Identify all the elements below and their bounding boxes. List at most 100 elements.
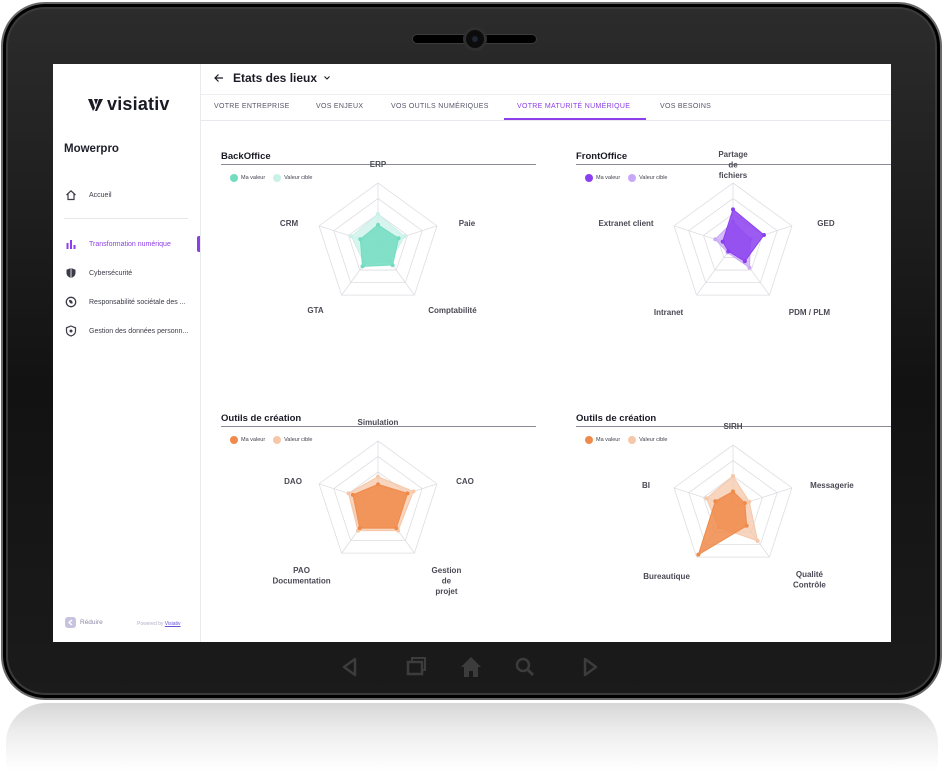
radar-point[interactable] [349, 234, 354, 239]
radar-point[interactable] [744, 523, 749, 528]
radar-point[interactable] [402, 234, 407, 239]
chart-title-rule [576, 426, 891, 427]
radar-point[interactable] [396, 236, 401, 241]
axis-label: Qualité Contrôle [793, 570, 826, 590]
radar-grid-ring [318, 182, 438, 296]
radar-card: Outils de création Ma valeur Valeur cible S… [556, 383, 891, 633]
legend-entry[interactable]: Ma valeur [241, 175, 266, 181]
radar-series-area [722, 208, 765, 262]
chevron-down-icon[interactable] [323, 74, 331, 82]
radar-point[interactable] [726, 249, 731, 254]
sidebar-item-rgpd[interactable]: Gestion des données personn... [53, 320, 200, 342]
tab-vos-outils-numeriques[interactable]: VOS OUTILS NUMÉRIQUES [391, 103, 489, 110]
legend-entry[interactable]: Ma valeur [596, 437, 621, 443]
back-arrow-icon[interactable] [213, 72, 225, 84]
sidebar-item-transformation[interactable]: Transformation numérique [53, 233, 200, 255]
chart-title-rule [221, 426, 536, 427]
tablet-reflection [6, 703, 938, 771]
radar-point[interactable] [390, 263, 395, 268]
sidebar-item-cybersecurite[interactable]: Cybersécurité [53, 262, 200, 284]
radar-point[interactable] [357, 526, 362, 531]
radar-point[interactable] [350, 492, 355, 497]
arrow-left-icon [65, 617, 76, 628]
radar-point[interactable] [411, 489, 416, 494]
legend-entry[interactable]: Valeur cible [639, 175, 668, 181]
radar-point[interactable] [376, 474, 380, 479]
legend-swatch [628, 174, 637, 182]
radar-point[interactable] [405, 491, 410, 496]
legend-swatch [585, 436, 593, 444]
powered-by-link[interactable]: Visiativ [164, 621, 181, 627]
radar-point[interactable] [394, 526, 399, 531]
recent-apps-hardware-icon[interactable] [401, 652, 431, 682]
tab-vos-enjeux[interactable]: VOS ENJEUX [316, 103, 364, 110]
radar-point[interactable] [755, 538, 760, 543]
radar-card: BackOffice Ma valeur Valeur cible ERP Paie Co… [201, 121, 536, 371]
radar-card: FrontOffice Ma valeur Valeur cible Partage d… [556, 121, 891, 371]
radar-chart: Partage de fichiers GED PDM / PLM Intranet Ext… [598, 150, 835, 317]
radar-point[interactable] [742, 501, 747, 506]
axis-label: Comptabilité [428, 306, 477, 315]
bar-chart-icon [65, 238, 77, 250]
legend-entry[interactable]: Valeur cible [284, 437, 313, 443]
tab-votre-entreprise[interactable]: VOTRE ENTREPRISE [214, 103, 290, 110]
powered-by: Powered by Visiativ [137, 621, 181, 627]
sidebar-item-label: Cybersécurité [89, 269, 133, 277]
tab-votre-maturite-numerique[interactable]: VOTRE MATURITÉ NUMÉRIQUE [517, 103, 631, 110]
reduce-label: Réduire [80, 619, 103, 626]
chart-title: BackOffice [221, 151, 271, 162]
radar-point[interactable] [376, 222, 380, 227]
page-header: Etats des lieux VOTRE ENTREPRISE VOS ENJ… [201, 64, 891, 121]
chart-title-rule [576, 164, 891, 165]
radar-grid-ring [318, 440, 438, 554]
back-hardware-icon[interactable] [335, 652, 365, 682]
forward-hardware-icon[interactable] [575, 652, 605, 682]
radar-point[interactable] [720, 239, 725, 244]
legend-entry[interactable]: Valeur cible [639, 437, 668, 443]
radar-point[interactable] [704, 496, 709, 501]
radar-point[interactable] [731, 489, 735, 494]
radar-point[interactable] [731, 474, 735, 478]
chart-legend: Ma valeur Valeur cible [230, 174, 321, 182]
radar-point[interactable] [346, 491, 351, 496]
radar-chart: SIRH Messagerie Qualité Contrôle Bureautique… [642, 422, 854, 590]
radar-point[interactable] [731, 207, 735, 212]
radar-point[interactable] [358, 237, 363, 242]
radar-series-area [697, 490, 748, 556]
leaf-icon [65, 296, 77, 308]
radar-point[interactable] [747, 499, 752, 504]
axis-label: SIRH [723, 422, 742, 431]
legend-entry[interactable]: Ma valeur [241, 437, 266, 443]
axis-label: Messagerie [810, 481, 854, 490]
radar-point[interactable] [376, 482, 380, 487]
sidebar-divider [64, 218, 188, 219]
radar-point[interactable] [747, 265, 752, 270]
logo-text: visiativ [107, 94, 170, 114]
radar-point[interactable] [713, 499, 718, 504]
visiativ-logo[interactable]: visiativ [87, 94, 170, 115]
axis-label: Paie [459, 219, 476, 228]
legend-entry[interactable]: Valeur cible [284, 175, 313, 181]
sidebar-item-label: Responsabilité sociétale des ... [89, 298, 186, 306]
radar-point[interactable] [376, 212, 380, 216]
radar-grid-ring [688, 460, 778, 546]
radar-point[interactable] [696, 552, 701, 557]
legend-entry[interactable]: Ma valeur [596, 175, 621, 181]
radar-grid-ring [333, 198, 423, 284]
tab-vos-besoins[interactable]: VOS BESOINS [660, 103, 712, 110]
sidebar-item-accueil[interactable]: Accueil [53, 184, 200, 206]
axis-label: GED [817, 219, 835, 228]
axis-label: Bureautique [643, 572, 690, 581]
legend-swatch [628, 436, 637, 444]
search-hardware-icon[interactable] [510, 652, 540, 682]
radar-point[interactable] [742, 259, 747, 264]
radar-card: Outils de création Ma valeur Valeur cible S… [201, 383, 536, 633]
home-hardware-icon[interactable] [456, 652, 486, 682]
radar-point[interactable] [360, 264, 365, 269]
radar-point[interactable] [761, 232, 766, 237]
sidebar-item-rse[interactable]: Responsabilité sociétale des ... [53, 291, 200, 313]
active-tab-underline [504, 118, 646, 120]
shield-icon [65, 267, 77, 279]
collapse-sidebar-button[interactable]: Réduire [65, 617, 103, 628]
radar-point[interactable] [713, 237, 718, 242]
